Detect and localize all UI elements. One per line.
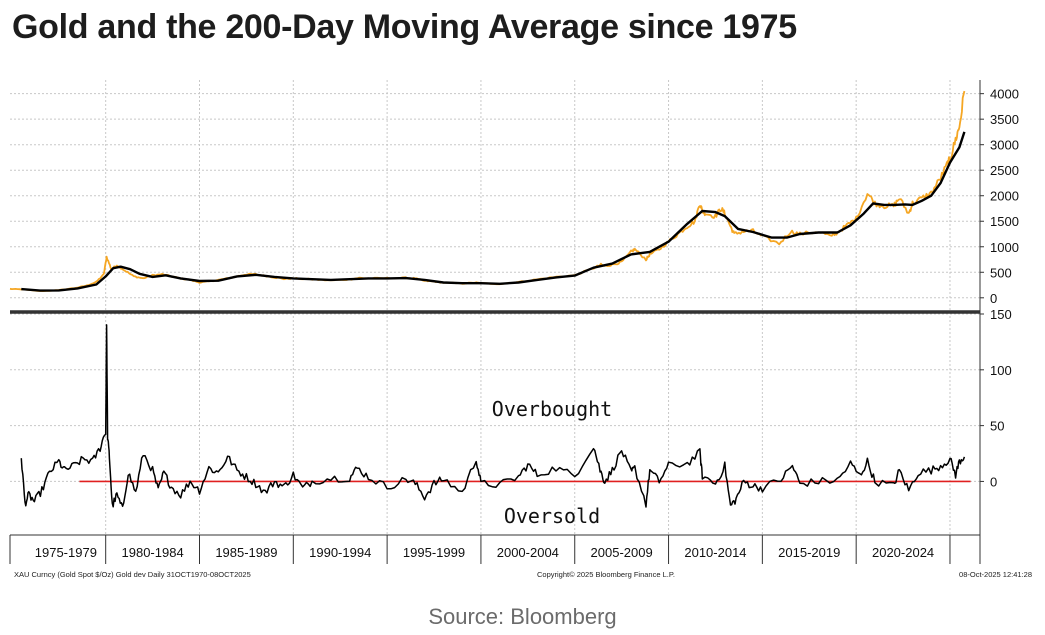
x-tick-label: 1995-1999 <box>403 545 465 560</box>
x-tick-label: 1980-1984 <box>122 545 184 560</box>
x-tick-label: 1975-1979 <box>35 545 97 560</box>
top-y-axis: 0 500 1000 1500 2000 2500 3000 3500 4000 <box>980 87 1019 306</box>
chart-marks <box>9 90 971 508</box>
footer-right: 08-Oct-2025 12:41:28 <box>959 570 1032 579</box>
top-y-tick-label: 1500 <box>990 214 1019 229</box>
bottom-y-axis: 0 50 100 150 <box>980 307 1012 489</box>
x-tick-label: 2000-2004 <box>497 545 559 560</box>
x-tick-label: 1990-1994 <box>309 545 371 560</box>
top-y-tick-label: 500 <box>990 265 1012 280</box>
moving-average-series <box>21 131 966 292</box>
source-note: Source: Bloomberg <box>428 604 617 629</box>
deviation-series <box>20 324 966 508</box>
gold-chart: 0 500 1000 1500 2000 2500 3000 3500 4000 0 50 100 1… <box>0 80 1045 580</box>
bottom-y-tick-label: 50 <box>990 419 1004 434</box>
top-y-tick-label: 3500 <box>990 112 1019 127</box>
bottom-y-tick-label: 100 <box>990 363 1012 378</box>
bottom-y-tick-label: 150 <box>990 307 1012 322</box>
overbought-label: Overbought <box>492 397 612 421</box>
oversold-label: Oversold <box>504 504 600 528</box>
top-y-tick-label: 4000 <box>990 87 1019 102</box>
x-tick-label: 2020-2024 <box>872 545 934 560</box>
top-panel-grid <box>10 80 980 310</box>
x-tick-label: 1985-1989 <box>215 545 277 560</box>
footer-left: XAU Curncy (Gold Spot $/Oz) Gold dev Dai… <box>14 570 251 579</box>
top-y-tick-label: 2000 <box>990 189 1019 204</box>
top-y-tick-label: 1000 <box>990 240 1019 255</box>
x-tick-label: 2010-2014 <box>684 545 746 560</box>
top-y-tick-label: 2500 <box>990 163 1019 178</box>
bottom-y-tick-label: 0 <box>990 474 997 489</box>
top-y-tick-label: 3000 <box>990 138 1019 153</box>
x-tick-label: 2015-2019 <box>778 545 840 560</box>
x-axis: 1975-1979 1980-1984 1985-1989 1990-1994 1995… <box>9 535 951 564</box>
footer-center: Copyright© 2025 Bloomberg Finance L.P. <box>537 570 675 579</box>
x-tick-label: 2005-2009 <box>591 545 653 560</box>
chart-title: Gold and the 200-Day Moving Average sinc… <box>12 8 797 46</box>
top-y-tick-label: 0 <box>990 291 997 306</box>
